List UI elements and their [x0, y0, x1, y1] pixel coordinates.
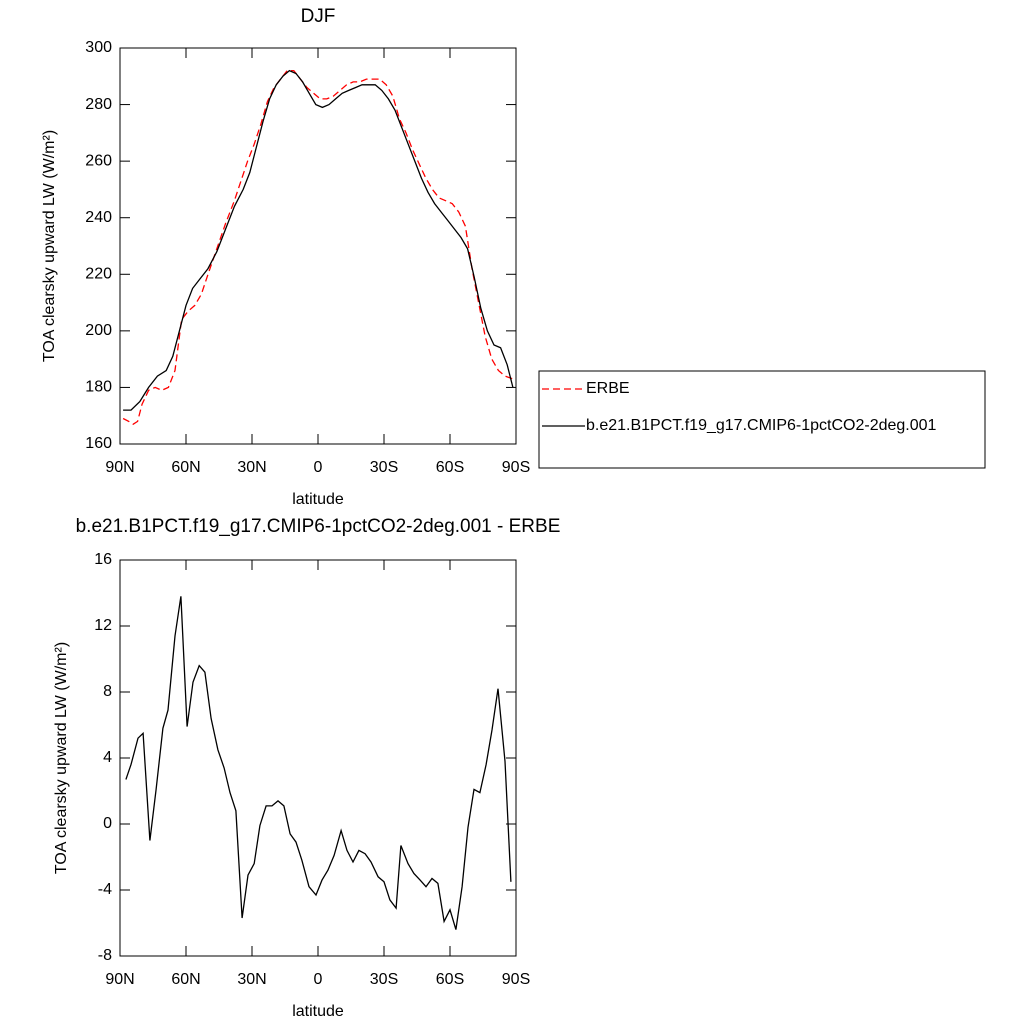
- y-axis-label: TOA clearsky upward LW (W/m²): [41, 130, 58, 362]
- x-axis-label: latitude: [292, 491, 344, 508]
- x-tick-label: 30N: [237, 459, 266, 476]
- x-tick-label: 30N: [237, 971, 266, 988]
- y-tick-label: 200: [85, 322, 112, 339]
- plot-frame: [119, 47, 517, 445]
- y-tick-label: 8: [103, 683, 112, 700]
- data-line: [123, 69, 514, 411]
- y-tick-label: -4: [98, 881, 112, 898]
- data-line: [122, 69, 514, 425]
- y-tick-label: 260: [85, 152, 112, 169]
- x-tick-label: 90S: [502, 459, 530, 476]
- x-tick-label: 60S: [436, 971, 464, 988]
- y-tick-label: 160: [85, 435, 112, 452]
- y-tick-label: 0: [103, 815, 112, 832]
- x-tick-label: 60S: [436, 459, 464, 476]
- y-tick-label: 180: [85, 379, 112, 396]
- x-tick-label: 60N: [171, 971, 200, 988]
- y-tick-label: 220: [85, 266, 112, 283]
- x-tick-label: 60N: [171, 459, 200, 476]
- y-tick-label: 300: [85, 39, 112, 56]
- y-tick-label: 16: [94, 551, 112, 568]
- x-tick-label: 90N: [105, 459, 134, 476]
- y-tick-label: 280: [85, 96, 112, 113]
- x-axis-label: latitude: [292, 1003, 344, 1020]
- y-axis-label: TOA clearsky upward LW (W/m²): [53, 642, 70, 874]
- legend-label: ERBE: [586, 380, 630, 397]
- x-tick-label: 90S: [502, 971, 530, 988]
- y-tick-label: 240: [85, 209, 112, 226]
- x-tick-label: 30S: [370, 971, 398, 988]
- x-tick-label: 0: [314, 971, 323, 988]
- x-tick-label: 90N: [105, 971, 134, 988]
- data-line: [125, 596, 512, 930]
- chart-title: b.e21.B1PCT.f19_g17.CMIP6-1pctCO2-2deg.0…: [76, 516, 561, 537]
- plot-frame: [119, 559, 517, 957]
- legend-label: b.e21.B1PCT.f19_g17.CMIP6-1pctCO2-2deg.0…: [586, 417, 937, 434]
- y-tick-label: 4: [103, 749, 112, 766]
- legend-box: [538, 370, 986, 469]
- x-tick-label: 0: [314, 459, 323, 476]
- y-tick-label: 12: [94, 617, 112, 634]
- chart-title: DJF: [301, 6, 336, 27]
- x-tick-label: 30S: [370, 459, 398, 476]
- y-tick-label: -8: [98, 947, 112, 964]
